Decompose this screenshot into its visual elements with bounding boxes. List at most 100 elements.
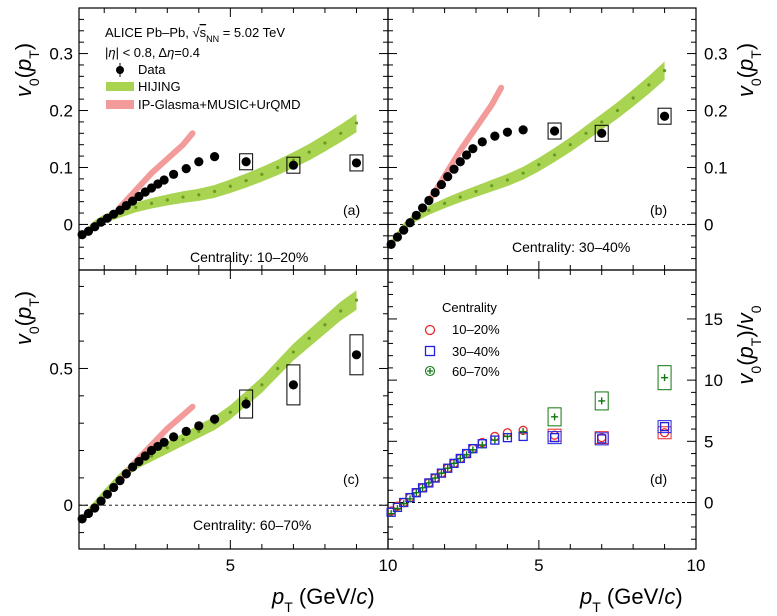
panel-b-data-point xyxy=(461,150,472,160)
legend-d-title: Centrality xyxy=(442,300,497,315)
svg-text:v0(pT)/v0: v0(pT)/v0 xyxy=(733,305,764,384)
panel-d-point-60-70 xyxy=(450,459,458,467)
panel-d-point-30-40 xyxy=(417,483,428,493)
legend-hydro-label: IP-Glasma+MUSIC+UrQMD xyxy=(138,97,301,112)
panel-d-syst-box xyxy=(547,407,562,427)
panel-b-hijing-point xyxy=(537,163,541,167)
panel-d-point-30-40 xyxy=(549,432,560,443)
panel-a-hijing-point xyxy=(181,195,185,199)
legend-d-red-marker xyxy=(424,324,436,336)
panel-c-data-point xyxy=(96,496,106,506)
panel-d-point-60-70 xyxy=(551,413,559,421)
panel-a-hijing-point xyxy=(134,205,138,209)
panel-a-ytick-label: 0.1 xyxy=(49,158,73,177)
panel-c-data-point xyxy=(83,508,94,519)
panel-c-data-point xyxy=(351,350,362,360)
panel-b-hijing-point xyxy=(427,208,431,212)
panel-c-hijing-point xyxy=(181,437,185,442)
panel-c-data-point xyxy=(181,426,191,436)
panel-a-data-point xyxy=(288,160,299,170)
panel-b-data-point xyxy=(411,210,421,220)
panel-b-data-point xyxy=(518,125,528,135)
panel-c-hijing-point xyxy=(339,309,343,313)
panel-d-syst-box xyxy=(594,391,609,411)
panel-d-point-60-70 xyxy=(419,484,427,492)
panel-b-hijing-point xyxy=(458,195,462,199)
panel-b-data-point xyxy=(424,195,434,206)
panel-d-point-30-40 xyxy=(436,468,447,478)
panel-a-ytick-label: 0.3 xyxy=(49,45,73,64)
panel-a-hijing-point xyxy=(228,184,232,188)
panel-c: 5 10 0 0.5 xyxy=(49,270,397,575)
panel-c-hijing-point xyxy=(165,446,169,450)
panel-d-syst-box xyxy=(547,431,562,445)
panel-c-hijing-point xyxy=(149,454,154,458)
panel-d-point-60-70 xyxy=(412,489,420,497)
panel-c-hijing-point xyxy=(354,298,359,302)
panel-b: 0 0.1 0.2 0.3 xyxy=(386,7,728,270)
svg-text:v0(pT): v0(pT) xyxy=(11,43,42,97)
panel-a-hijing-point xyxy=(323,141,327,145)
panel-c-data-point xyxy=(288,380,299,390)
panel-c-hijing-point xyxy=(228,410,232,414)
panel-d: 5 10 0 5 10 15 xyxy=(386,269,723,575)
svg-text:v0(pT): v0(pT) xyxy=(11,291,42,345)
panel-b-data-syst-box xyxy=(657,107,672,125)
panel-a-hijing-band xyxy=(82,113,357,240)
panel-a-data-point xyxy=(181,164,191,174)
legend-a: Data HIJING IP-Glasma+MUSIC+UrQMD xyxy=(106,62,301,112)
legend-d-60-70-label: 60–70% xyxy=(452,364,500,379)
panel-a-hijing-point xyxy=(197,193,201,197)
panel-c-data-point xyxy=(109,482,119,493)
panel-b-hijing-point xyxy=(490,184,494,188)
panel-d-point-30-40 xyxy=(659,421,670,432)
panel-b-data-point xyxy=(490,131,500,141)
panel-a: 0 0.1 0.2 0.3 xyxy=(49,7,389,270)
legend-hijing-swatch xyxy=(106,82,134,91)
legend-hijing-label: HIJING xyxy=(138,79,181,94)
panel-c-data-point xyxy=(115,476,125,486)
panel-a-data-syst-box xyxy=(349,154,364,172)
panel-c-hijing-point xyxy=(323,323,327,327)
panel-d-point-30-40 xyxy=(490,435,500,445)
svg-text:v0(pT): v0(pT) xyxy=(733,43,764,97)
panel-c-data-point xyxy=(140,451,150,461)
panel-c-data-point xyxy=(77,514,87,524)
panel-a-hijing-point xyxy=(212,189,217,193)
panel-c-data-point xyxy=(128,462,138,472)
panel-d-point-60-70 xyxy=(503,432,511,440)
panel-d-frame xyxy=(387,269,697,550)
legend-d: Centrality 10–20% 30–40% 60–70% xyxy=(424,300,500,379)
panel-c-ytick-label: 0 xyxy=(64,496,73,515)
panel-a-data-point xyxy=(209,152,220,162)
panel-b-data-point xyxy=(386,239,396,249)
panel-b-hijing-point xyxy=(568,143,572,147)
panel-a-hijing-point xyxy=(165,198,169,202)
panel-b-hijing-point xyxy=(505,178,510,182)
legend-d-green-marker xyxy=(427,368,433,374)
panel-b-ytick-label: 0.1 xyxy=(704,158,728,177)
panel-d-syst-box xyxy=(594,432,609,446)
legend-d-blue-marker xyxy=(424,345,436,357)
panel-d-xlabel: pT (GeV/c) xyxy=(579,584,683,615)
legend-d-30-40-label: 30–40% xyxy=(452,344,500,359)
panel-b-data-point xyxy=(405,218,415,228)
panel-b-data-syst-box xyxy=(594,124,609,142)
panel-a-ylabel: v0(pT) xyxy=(11,43,42,97)
panel-d-ytick-label: 0 xyxy=(704,494,713,513)
panel-c-data-point xyxy=(209,414,220,424)
panel-c-data-point xyxy=(241,399,251,409)
panel-a-data-point xyxy=(241,157,251,167)
panel-d-point-60-70 xyxy=(437,469,445,477)
panel-d-syst-box xyxy=(657,420,672,434)
panel-b-data-point xyxy=(417,203,428,213)
panel-d-ylabel: v0(pT)/v0 xyxy=(733,305,764,384)
panel-a-hijing-point xyxy=(339,131,343,135)
panel-b-ytick-label: 0.3 xyxy=(704,45,728,64)
panel-c-hijing-point xyxy=(260,383,264,387)
panel-c-data-point xyxy=(102,489,112,499)
panel-c-ylabel: v0(pT) xyxy=(11,291,42,345)
panel-d-point-60-70 xyxy=(425,479,433,487)
panel-d-point-60-70 xyxy=(400,500,408,508)
panel-d-point-60-70 xyxy=(463,451,471,459)
